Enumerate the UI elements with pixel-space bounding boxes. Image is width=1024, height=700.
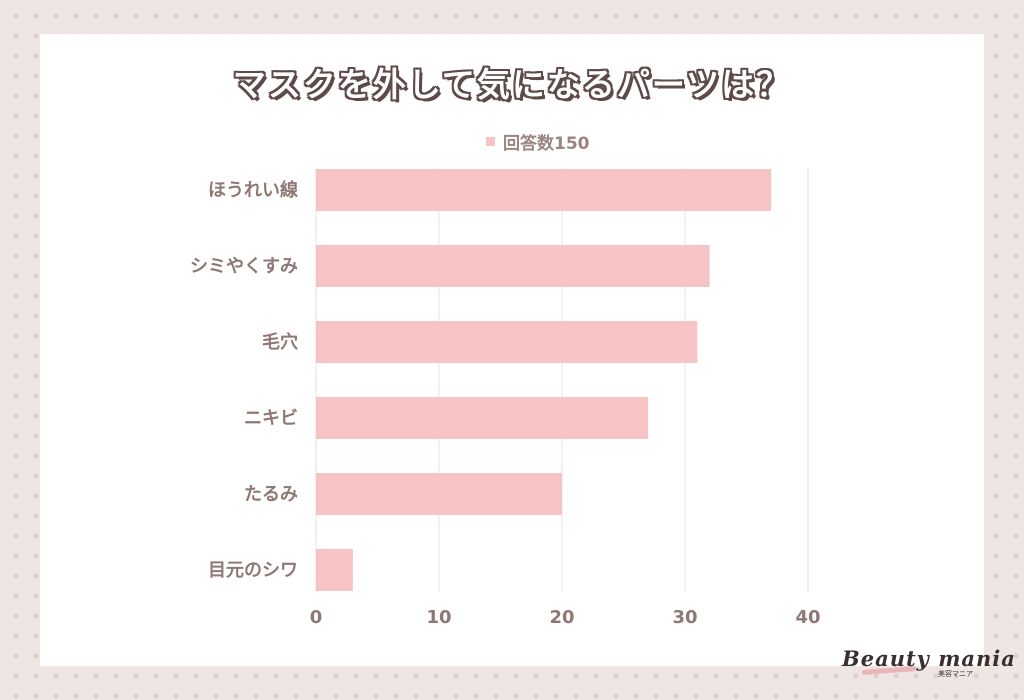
bar [316, 549, 353, 591]
x-axis-ticks: 0 10 20 30 40 [310, 607, 821, 628]
x-tick-label: 40 [795, 607, 820, 628]
bar-layer [316, 169, 772, 591]
category-label: 目元のシワ [208, 560, 298, 581]
x-tick-label: 10 [426, 607, 451, 628]
category-label: 毛穴 [262, 331, 298, 353]
bar [316, 397, 649, 439]
bar [316, 169, 772, 211]
bar [316, 245, 710, 287]
logo-text: Beauty mania [842, 646, 1016, 671]
category-label: ほうれい線 [208, 179, 298, 201]
category-label: たるみ [244, 484, 298, 505]
category-label: シミやくすみ [190, 256, 298, 277]
x-tick-label: 0 [310, 607, 323, 628]
x-tick-label: 20 [549, 607, 574, 628]
grid-layer [315, 168, 809, 592]
bar [316, 321, 698, 363]
bar [316, 473, 562, 515]
x-tick-label: 30 [672, 607, 697, 628]
legend-swatch [486, 136, 495, 146]
chart-title: マスクを外して気になるパーツは？ [232, 65, 792, 104]
legend: 回答数150 [486, 129, 590, 154]
logo-subtext: 美容マニア [938, 670, 973, 678]
legend-label: 回答数150 [503, 133, 590, 154]
brand-logo: Beauty mania 美容マニア [842, 646, 1016, 678]
category-label: ニキビ [244, 408, 298, 429]
